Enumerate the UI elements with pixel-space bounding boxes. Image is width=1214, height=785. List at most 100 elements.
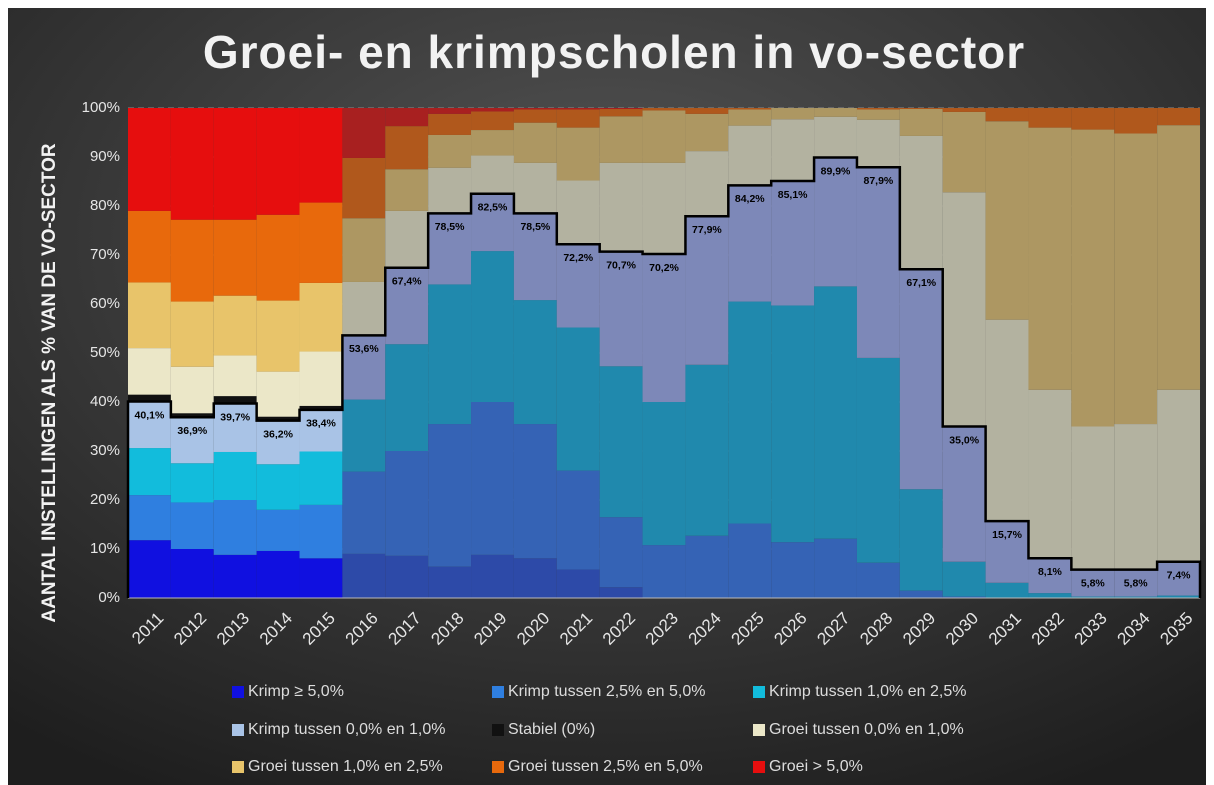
bar-segment	[985, 582, 1029, 598]
data-label: 82,5%	[478, 202, 508, 214]
bar-segment	[556, 108, 600, 110]
data-label: 87,9%	[864, 175, 894, 187]
bar-segment	[942, 111, 986, 193]
bar-segment	[985, 121, 1029, 320]
bar-segment	[642, 545, 686, 598]
data-label: 78,5%	[520, 221, 550, 233]
data-label: 40,1%	[135, 409, 165, 421]
bar-segment	[1114, 569, 1158, 597]
legend-label: Groei tussen 0,0% en 1,0%	[769, 721, 964, 738]
bar-segment	[814, 286, 857, 539]
bar-segment	[385, 126, 429, 170]
bar-segment	[771, 108, 815, 120]
bar-segment	[299, 405, 343, 410]
bar-segment	[513, 108, 557, 110]
y-tick-label: 0%	[98, 589, 120, 606]
bar-segment	[899, 489, 943, 591]
bar-segment	[856, 562, 900, 598]
bar-segment	[556, 327, 600, 471]
bar-segment	[428, 566, 472, 598]
bar-segment	[128, 282, 171, 349]
data-label: 8,1%	[1038, 566, 1063, 578]
chart-title: Groei- en krimpscholen in vo-sector	[203, 26, 1025, 78]
data-label: 36,9%	[177, 425, 207, 437]
bar-segment	[942, 192, 986, 427]
bar-segment	[599, 251, 643, 367]
bar-segment	[942, 596, 986, 598]
bar-segment	[471, 251, 514, 402]
bar-segment	[213, 355, 257, 397]
bar-segment	[342, 471, 386, 554]
bar-segment	[170, 549, 214, 598]
bar-segment	[814, 116, 857, 158]
bar-segment	[1157, 595, 1200, 598]
bar-segment	[856, 109, 900, 120]
bar-segment	[1071, 129, 1115, 427]
bar-segment	[471, 554, 514, 598]
bar-segment	[471, 155, 514, 194]
data-label: 5,8%	[1081, 577, 1106, 589]
bar-segment	[771, 181, 815, 306]
bar-segment	[213, 554, 257, 598]
bar-segment	[642, 110, 686, 163]
bar-segment	[170, 463, 214, 503]
bar-segment	[899, 108, 943, 136]
data-label: 85,1%	[778, 189, 808, 201]
bar-segment	[1114, 596, 1158, 598]
bar-segment	[556, 180, 600, 245]
data-label: 72,2%	[563, 252, 593, 264]
bar-segment	[128, 448, 171, 496]
y-tick-label: 60%	[90, 295, 120, 312]
bar-segment	[428, 167, 472, 214]
y-tick-label: 20%	[90, 491, 120, 508]
bar-segment	[942, 561, 986, 597]
bar-segment	[170, 366, 214, 414]
data-label: 53,6%	[349, 343, 379, 355]
bar-segment	[385, 169, 429, 211]
bar-segment	[213, 500, 257, 555]
y-tick-label: 30%	[90, 442, 120, 459]
bar-segment	[471, 108, 514, 112]
bar-segment	[428, 213, 472, 285]
bar-segment	[814, 108, 857, 117]
bar-segment	[856, 119, 900, 168]
data-label: 36,2%	[263, 428, 293, 440]
bar-segment	[1071, 108, 1115, 130]
bar-segment	[556, 244, 600, 328]
bar-segment	[513, 162, 557, 214]
y-tick-label: 100%	[82, 99, 120, 116]
bar-segment	[642, 108, 686, 111]
legend-label: Groei > 5,0%	[769, 758, 863, 775]
data-label: 70,7%	[606, 259, 636, 271]
data-label: 67,1%	[906, 277, 936, 289]
y-tick-label: 10%	[90, 540, 120, 557]
legend-label: Groei tussen 1,0% en 2,5%	[248, 758, 443, 775]
bar-segment	[342, 157, 386, 219]
bar-segment	[385, 267, 429, 345]
bar-segment	[128, 401, 171, 449]
bar-segment	[256, 214, 300, 301]
bar-segment	[556, 470, 600, 570]
y-tick-label: 90%	[90, 148, 120, 165]
bar-segment	[128, 108, 171, 211]
bar-segment	[985, 521, 1029, 583]
bar-segment	[1114, 133, 1158, 425]
bar-segment	[556, 569, 600, 598]
bar-segment	[1071, 596, 1115, 598]
bar-segment	[428, 108, 472, 114]
bar-segment	[513, 558, 557, 598]
bar-segment	[128, 540, 171, 598]
bar-segment	[513, 122, 557, 163]
data-label: 7,4%	[1167, 570, 1192, 582]
bar-segment	[1157, 108, 1200, 126]
y-tick-label: 70%	[90, 246, 120, 263]
bar-segment	[1114, 424, 1158, 570]
bar-segment	[1028, 127, 1072, 390]
legend-swatch	[492, 761, 504, 773]
legend-swatch	[492, 686, 504, 698]
bar-segment	[599, 162, 643, 252]
bar-segment	[728, 109, 772, 126]
bar-segment	[728, 523, 772, 598]
bar-segment	[128, 348, 171, 395]
